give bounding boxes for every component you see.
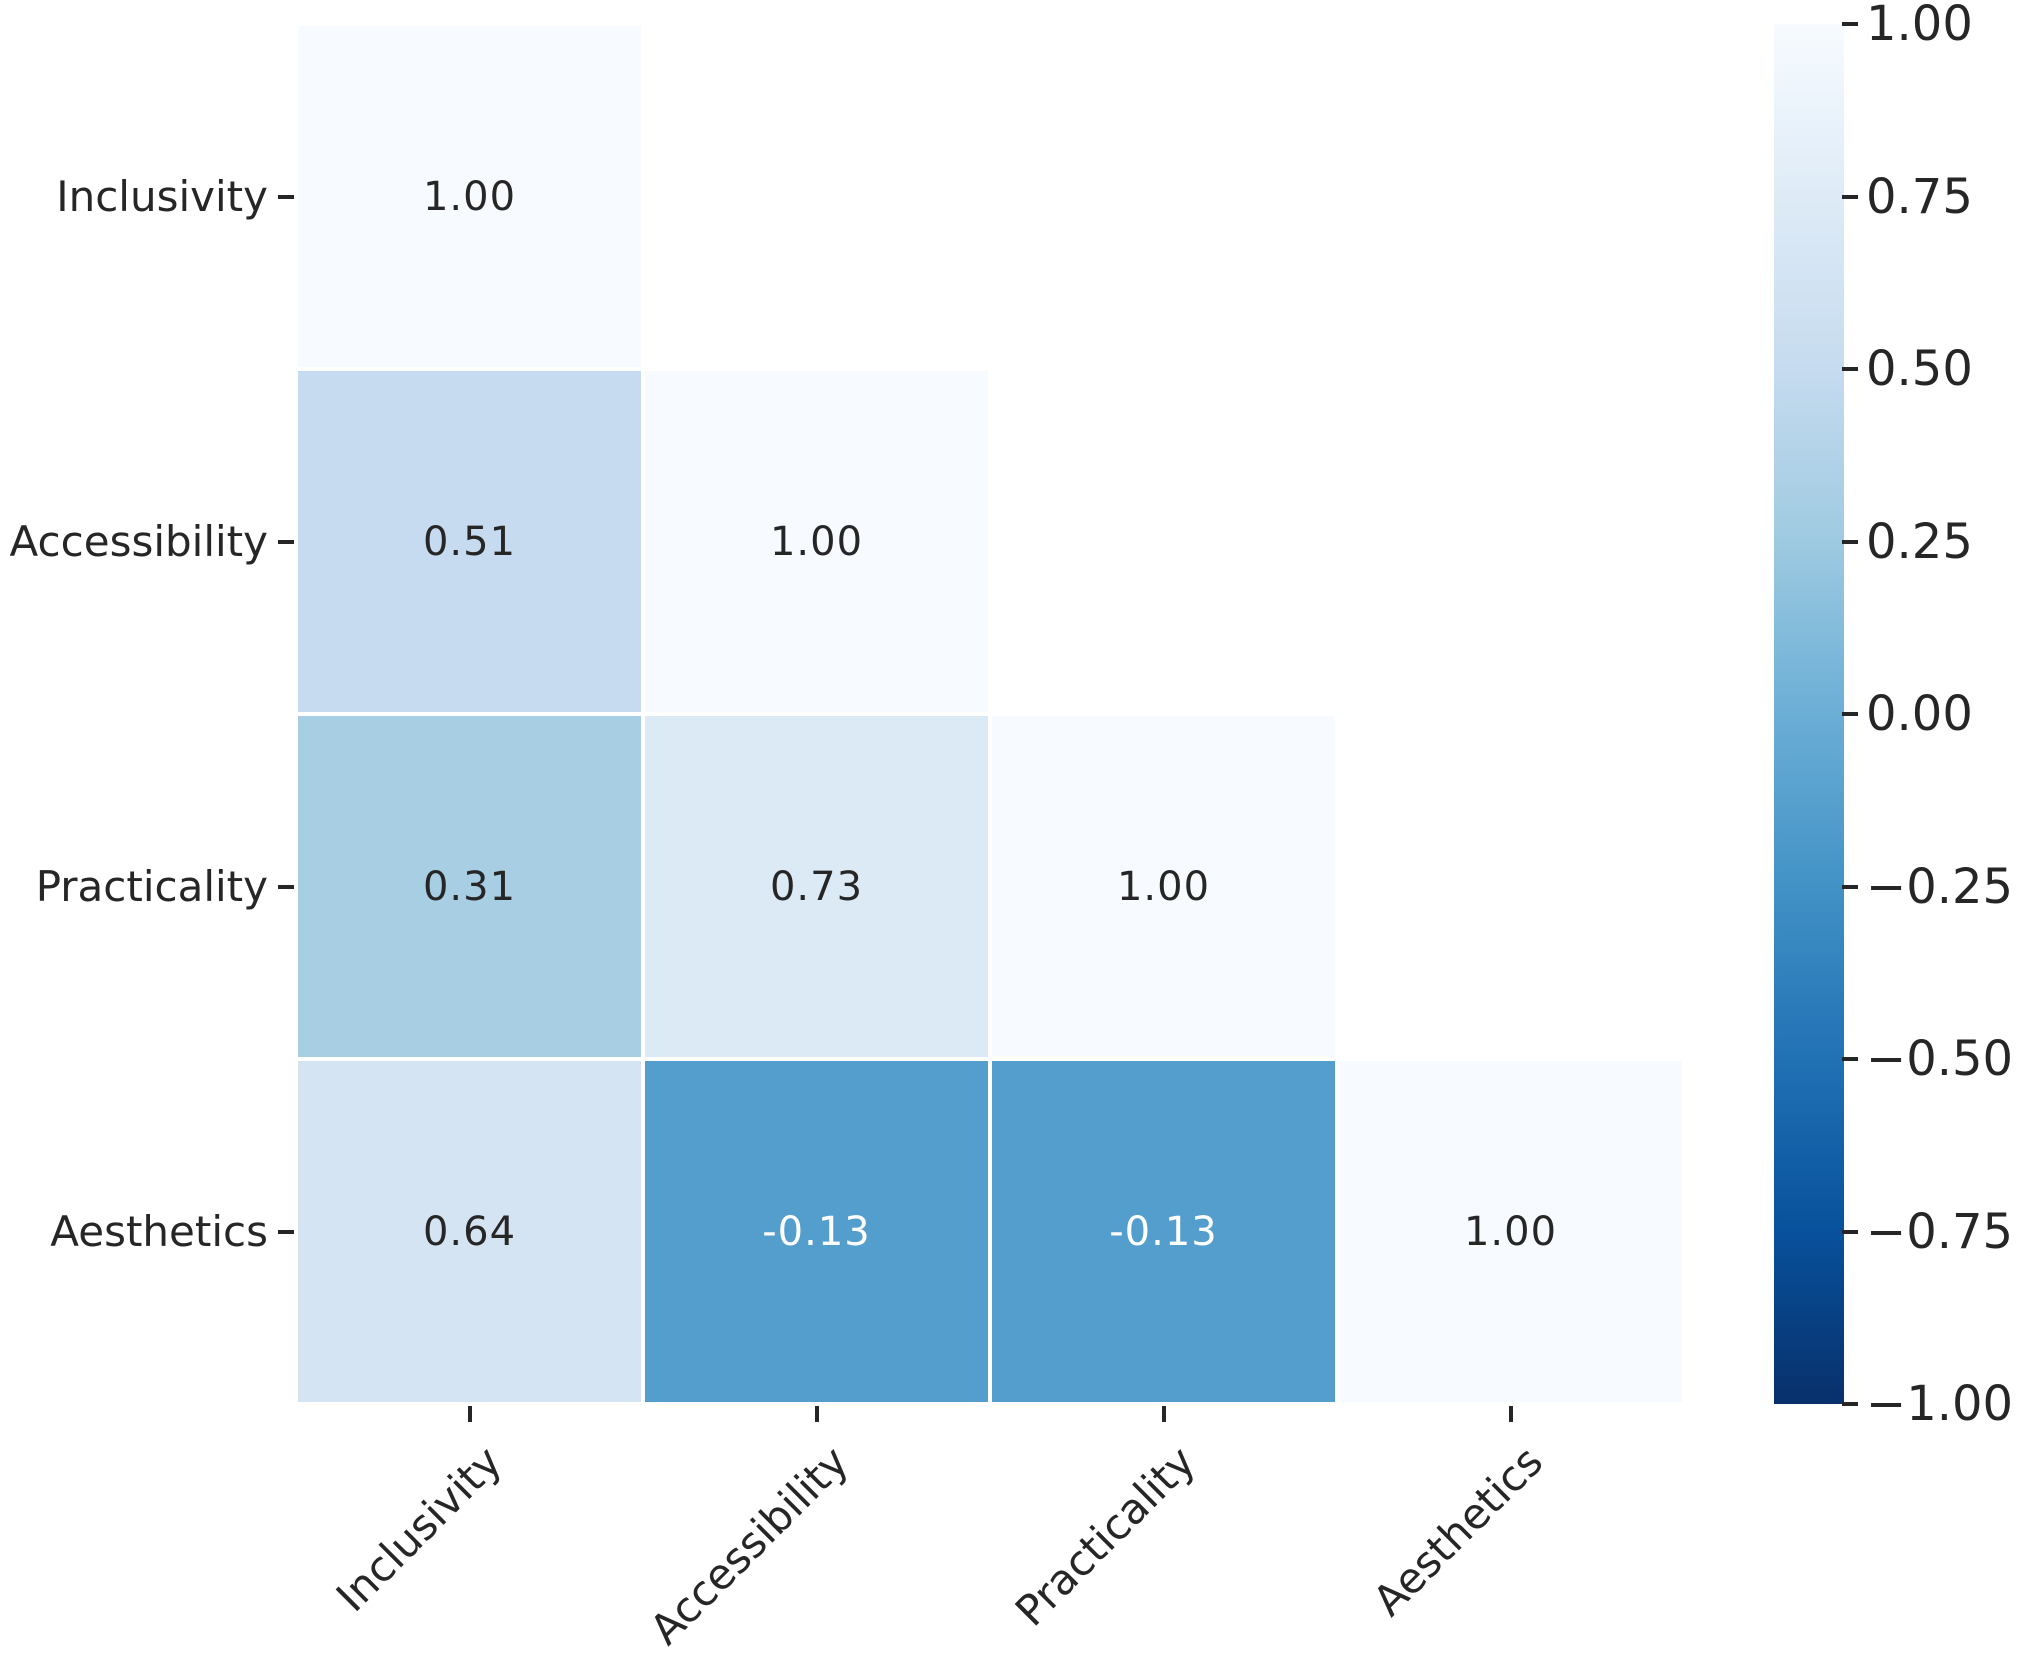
heatmap-cell: 1.00: [298, 26, 641, 367]
colorbar-tick-label: 0.25: [1866, 513, 1973, 570]
colorbar-tick-mark: [1842, 194, 1858, 199]
colorbar-tick-label: 0.50: [1866, 341, 1973, 397]
y-tick-mark: [278, 539, 294, 544]
colorbar-tick-label: 1.00: [1866, 0, 1973, 52]
heatmap-cell: 1.00: [992, 716, 1335, 1057]
x-tick-mark: [467, 1406, 472, 1422]
x-tick-label: Inclusivity: [326, 1436, 511, 1622]
cell-annotation: -0.13: [762, 1208, 871, 1255]
y-tick-mark: [278, 194, 294, 199]
colorbar-tick-mark: [1842, 367, 1858, 371]
x-tick-mark: [1508, 1406, 1513, 1422]
heatmap-cell: 0.51: [298, 371, 641, 712]
colorbar-tick-label: 0.00: [1866, 686, 1973, 742]
heatmap-cell: 0.31: [298, 716, 641, 1057]
cell-annotation: -0.13: [1109, 1208, 1218, 1255]
heatmap-cell: 0.73: [645, 716, 988, 1057]
y-tick-mark: [278, 884, 294, 889]
colorbar-tick-label: −0.25: [1866, 858, 2014, 915]
heatmap-cell: 0.64: [298, 1061, 641, 1402]
y-tick-label: Aesthetics: [50, 1206, 268, 1256]
heatmap-cell: 1.00: [645, 371, 988, 712]
colorbar-tick-label: −0.75: [1866, 1203, 2014, 1260]
cell-annotation: 0.73: [769, 863, 864, 910]
cell-annotation: 1.00: [1116, 863, 1211, 910]
colorbar-tick-mark: [1842, 539, 1858, 544]
cell-annotation: 0.31: [422, 863, 517, 910]
cell-annotation: 0.64: [422, 1208, 517, 1255]
y-tick-label: Accessibility: [9, 516, 268, 566]
colorbar-tick-mark: [1842, 1057, 1858, 1061]
y-tick-label: Inclusivity: [56, 171, 268, 221]
heatmap-cell: -0.13: [645, 1061, 988, 1402]
colorbar-tick-label: −1.00: [1866, 1376, 2014, 1432]
cell-annotation: 1.00: [769, 518, 864, 565]
y-tick-mark: [278, 1229, 294, 1234]
x-tick-label: Aesthetics: [1363, 1436, 1552, 1626]
colorbar-tick-mark: [1842, 884, 1858, 889]
colorbar-tick-mark: [1842, 1402, 1858, 1406]
x-tick-mark: [1161, 1406, 1166, 1422]
colorbar-tick-label: 0.75: [1866, 168, 1973, 225]
heatmap-cell: 1.00: [1339, 1061, 1682, 1402]
heatmap-cell: -0.13: [992, 1061, 1335, 1402]
colorbar-tick-mark: [1842, 712, 1858, 716]
x-tick-label: Practicality: [1005, 1436, 1205, 1636]
colorbar-tick-label: −0.50: [1866, 1031, 2014, 1087]
cell-annotation: 1.00: [1463, 1208, 1558, 1255]
colorbar-tick-mark: [1842, 1229, 1858, 1234]
cell-annotation: 0.51: [422, 518, 517, 565]
y-tick-label: Practicality: [35, 861, 268, 911]
x-tick-mark: [814, 1406, 819, 1422]
colorbar-tick-mark: [1842, 22, 1858, 26]
x-tick-label: Accessibility: [640, 1436, 858, 1655]
cell-annotation: 1.00: [422, 173, 517, 220]
colorbar-gradient: [1774, 24, 1844, 1404]
